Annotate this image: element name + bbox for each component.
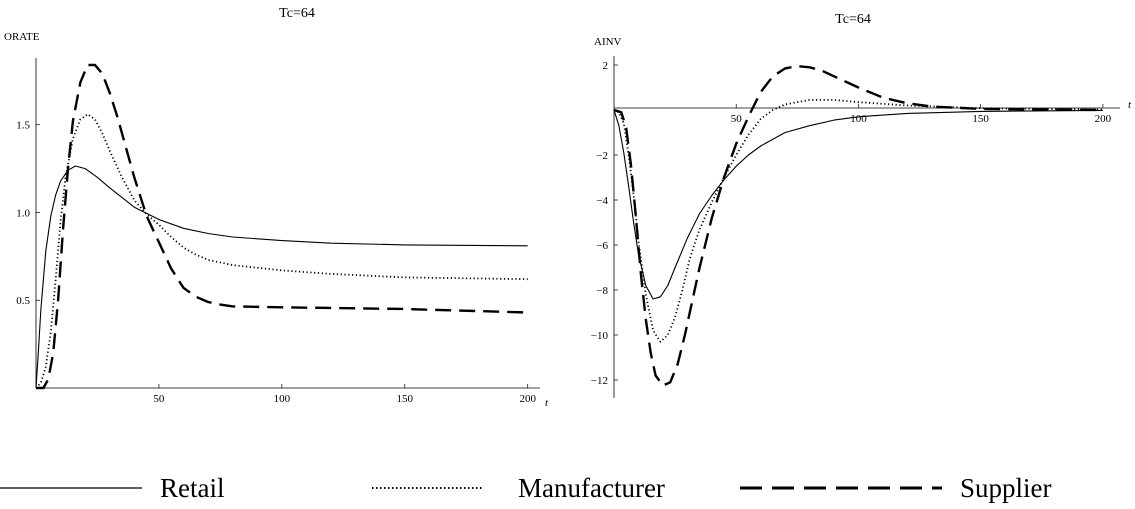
ainv-series-supplier [613, 64, 1103, 387]
ainv-series-manufacturer [613, 99, 1103, 343]
ainv-chart: Tc=64 AINV t 50 100 150 200 2 −2 −4 −6 −8 −10 −12 [591, 12, 1132, 398]
orate-x-tick-label: 150 [397, 393, 414, 405]
orate-x-tick-label: 50 [153, 393, 165, 405]
ainv-x-tick-label: 100 [850, 113, 867, 125]
orate-y-axis-label: ORATE [4, 31, 40, 43]
legend-label-retail: Retail [160, 473, 224, 503]
legend-label-supplier: Supplier [960, 473, 1052, 503]
ainv-y-tick-label: −10 [591, 330, 609, 342]
ainv-y-tick-label: −6 [596, 240, 608, 252]
orate-x-tick-label: 200 [519, 393, 536, 405]
ainv-series [613, 64, 1103, 387]
ainv-x-tick-label: 200 [1095, 113, 1112, 125]
orate-series-supplier [36, 63, 528, 390]
ainv-y-tick-label: −2 [596, 150, 608, 162]
ainv-y-tick-label: −4 [596, 195, 608, 207]
ainv-y-tick-label: 2 [603, 60, 609, 72]
ainv-x-tick-label: 50 [731, 113, 743, 125]
orate-x-axis-label: t [545, 397, 549, 409]
orate-ticks: 50 100 150 200 0.5 1.0 1.5 [16, 120, 536, 405]
orate-y-tick-label: 1.5 [16, 120, 30, 132]
orate-series-retail [35, 165, 528, 389]
ainv-x-axis-label: t [1128, 99, 1132, 111]
ainv-chart-title: Tc=64 [835, 12, 871, 27]
orate-chart: Tc=64 ORATE t 50 100 150 200 0.5 1.0 1.5 [4, 6, 549, 409]
ainv-y-axis-label: AINV [594, 36, 622, 48]
ainv-x-tick-label: 150 [972, 113, 989, 125]
legend: Retail Manufacturer Supplier [0, 473, 1052, 503]
ainv-series-retail [613, 109, 1103, 300]
ainv-y-tick-label: −12 [591, 375, 608, 387]
ainv-y-tick-label: −8 [596, 285, 608, 297]
orate-series-manufacturer [35, 113, 528, 389]
orate-y-tick-label: 0.5 [16, 295, 30, 307]
orate-y-tick-label: 1.0 [16, 207, 30, 219]
legend-label-manufacturer: Manufacturer [518, 473, 665, 503]
orate-x-tick-label: 100 [274, 393, 291, 405]
orate-series [35, 63, 528, 390]
orate-chart-title: Tc=64 [279, 6, 315, 21]
ainv-ticks: 50 100 150 200 2 −2 −4 −6 −8 −10 −12 [591, 60, 1112, 387]
